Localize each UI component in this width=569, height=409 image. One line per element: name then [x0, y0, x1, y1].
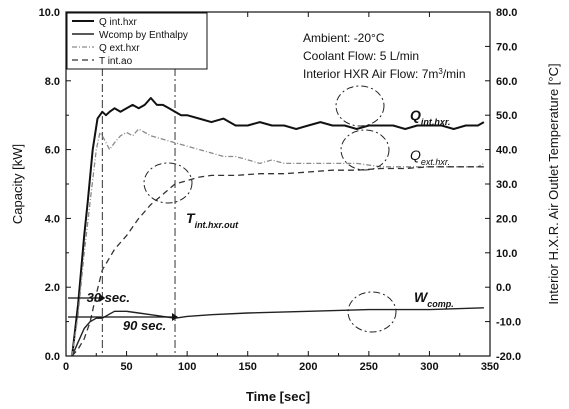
y-tick-label: 0.0	[45, 351, 60, 363]
x-tick-label: 100	[178, 361, 196, 373]
y2-tick-label: 80.0	[496, 7, 517, 19]
time-90-label: 90 sec.	[123, 318, 166, 333]
condition-airflow-prefix: Interior HXR Air Flow: 7m	[303, 67, 438, 81]
annotation-circle-3	[348, 292, 396, 332]
y2-tick-label: -10.0	[496, 317, 521, 329]
label-q-ext-sub: ext.hxr.	[421, 157, 450, 167]
y2-tick-label: -20.0	[496, 351, 521, 363]
y2-tick-label: 20.0	[496, 213, 517, 225]
y2-tick-label: 50.0	[496, 110, 517, 122]
y2-tick-label: 40.0	[496, 145, 517, 157]
y-tick-label: 6.0	[45, 145, 60, 157]
y-tick-label: 2.0	[45, 282, 60, 294]
y-tick-label: 8.0	[45, 76, 60, 88]
label-q-ext: Qext.hxr.	[410, 147, 450, 167]
y-tick-label: 4.0	[45, 213, 60, 225]
legend: Q int.hxr Wcomp by Enthalpy Q ext.hxr T int…	[67, 13, 207, 69]
condition-airflow: Interior HXR Air Flow: 7m3/min	[303, 67, 466, 82]
label-q-ext-main: Q	[410, 147, 421, 163]
condition-coolant: Coolant Flow: 5 L/min	[303, 49, 419, 63]
legend-label-0: Q int.hxr	[99, 17, 137, 28]
y2-tick-label: 30.0	[496, 179, 517, 191]
annotation-circle-0	[336, 86, 384, 126]
label-w-comp: Wcomp.	[414, 289, 454, 309]
x-axis-title: Time [sec]	[246, 389, 310, 404]
condition-airflow-suffix: /min	[443, 67, 466, 81]
x-tick-label: 50	[120, 361, 132, 373]
time-marker-lines	[102, 20, 175, 356]
x-tick-label: 0	[63, 361, 69, 373]
legend-label-3: T int.ao	[99, 56, 133, 67]
y-axis-title: Capacity [kW]	[10, 144, 25, 224]
legend-label-1: Wcomp by Enthalpy	[99, 30, 188, 41]
y2-tick-label: 10.0	[496, 248, 517, 260]
x-tick-label: 200	[299, 361, 317, 373]
label-q-int-sub: int.hxr.	[421, 117, 451, 127]
label-q-int: Qint.hxr.	[410, 107, 450, 127]
test-conditions: Ambient: -20°C Coolant Flow: 5 L/min Inter…	[303, 31, 466, 81]
x-tick-label: 150	[239, 361, 257, 373]
x-tick-label: 300	[420, 361, 438, 373]
y2-axis-title: Interior H.X.R. Air Outlet Temperature […	[546, 63, 561, 304]
x-tick-label: 250	[360, 361, 378, 373]
legend-label-2: Q ext.hxr	[99, 43, 140, 54]
condition-ambient: Ambient: -20°C	[303, 31, 385, 45]
label-t-int: Tint.hxr.out	[186, 210, 239, 230]
label-q-int-main: Q	[410, 107, 421, 123]
annotation-circle-2	[144, 163, 192, 203]
label-t-int-sub: int.hxr.out	[195, 220, 240, 230]
label-w-comp-sub: comp.	[427, 299, 454, 309]
y2-tick-label: 60.0	[496, 76, 517, 88]
y2-tick-label: 70.0	[496, 41, 517, 53]
y2-tick-label: 0.0	[496, 282, 511, 294]
y-tick-label: 10.0	[39, 7, 60, 19]
